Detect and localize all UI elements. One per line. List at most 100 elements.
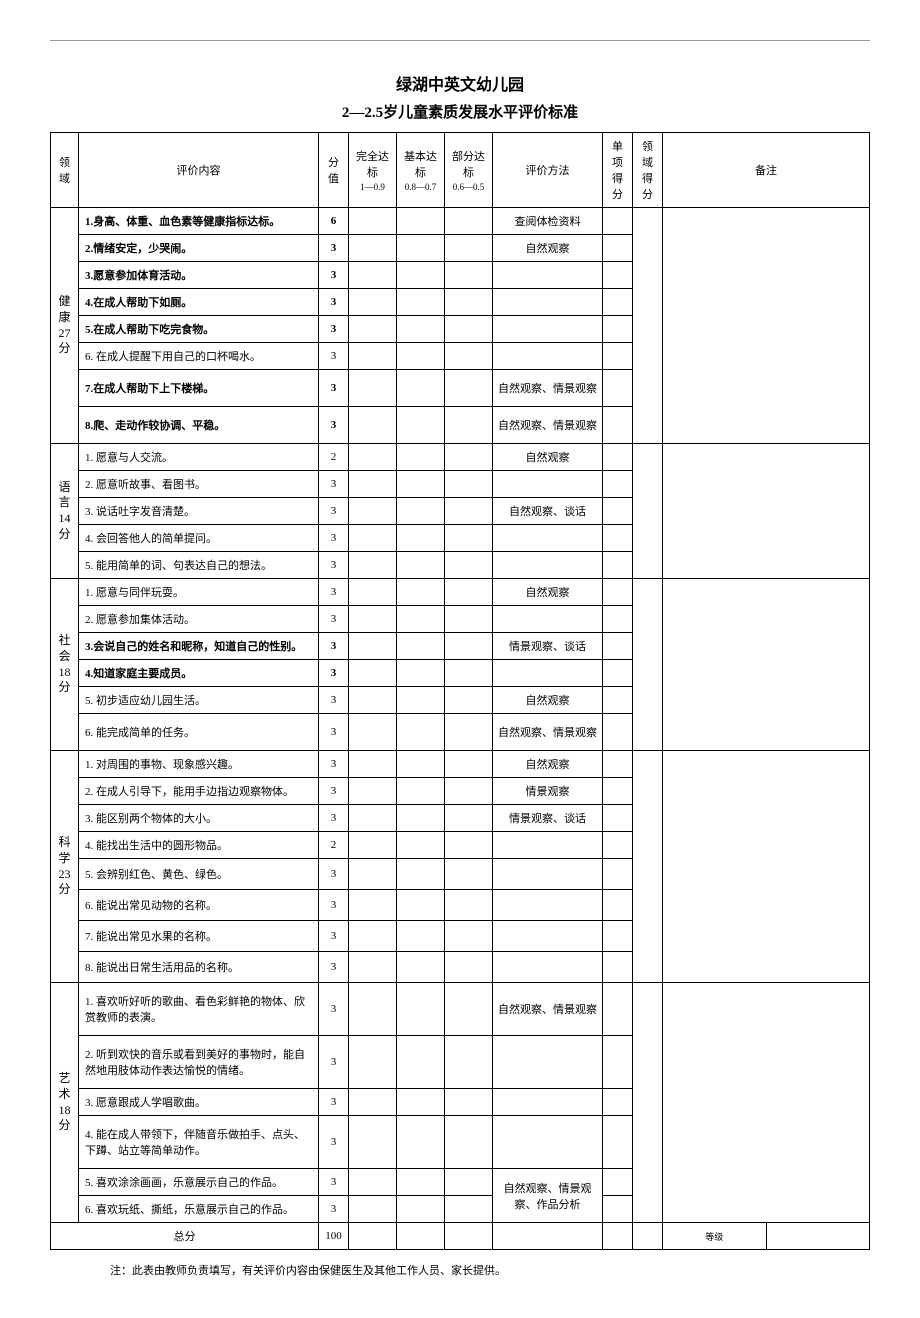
method-cell <box>493 859 603 890</box>
item-score-cell <box>603 832 633 859</box>
content-cell: 3. 能区别两个物体的大小。 <box>79 805 319 832</box>
item-score-cell <box>603 1196 633 1223</box>
score-input-cell <box>397 1169 445 1196</box>
grade-value-cell <box>766 1223 870 1250</box>
content-cell: 7.在成人帮助下上下楼梯。 <box>79 370 319 407</box>
score-input-cell <box>397 832 445 859</box>
remark-cell <box>663 208 870 444</box>
score-cell: 3 <box>319 921 349 952</box>
content-cell: 4. 会回答他人的简单提问。 <box>79 525 319 552</box>
domain-label: 健康27分 <box>51 208 79 444</box>
method-cell <box>493 316 603 343</box>
score-cell: 3 <box>319 805 349 832</box>
score-input-cell <box>349 289 397 316</box>
score-input-cell <box>445 832 493 859</box>
method-cell: 自然观察 <box>493 235 603 262</box>
remark-cell <box>663 444 870 579</box>
method-cell: 自然观察 <box>493 444 603 471</box>
score-input-cell <box>445 633 493 660</box>
score-cell: 3 <box>319 498 349 525</box>
method-cell: 自然观察、谈话 <box>493 498 603 525</box>
score-input-cell <box>397 983 445 1036</box>
score-input-cell <box>445 1116 493 1169</box>
score-input-cell <box>349 660 397 687</box>
score-input-cell <box>397 660 445 687</box>
score-input-cell <box>397 1089 445 1116</box>
remark-cell <box>663 579 870 751</box>
total-empty-cell <box>397 1223 445 1250</box>
score-cell: 3 <box>319 1036 349 1089</box>
score-input-cell <box>397 805 445 832</box>
table-row: 语言14分1. 愿意与人交流。2自然观察 <box>51 444 870 471</box>
score-input-cell <box>397 859 445 890</box>
domain-label: 科学23分 <box>51 751 79 983</box>
score-input-cell <box>445 262 493 289</box>
score-cell: 3 <box>319 235 349 262</box>
score-input-cell <box>445 579 493 606</box>
domain-score-cell <box>633 579 663 751</box>
method-cell <box>493 552 603 579</box>
score-input-cell <box>397 633 445 660</box>
content-cell: 1. 对周围的事物、现象感兴趣。 <box>79 751 319 778</box>
score-cell: 3 <box>319 316 349 343</box>
content-cell: 2. 在成人引导下，能用手边指边观察物体。 <box>79 778 319 805</box>
table-row: 艺术18分1. 喜欢听好听的歌曲、看色彩鲜艳的物体、欣赏教师的表演。3自然观察、… <box>51 983 870 1036</box>
score-cell: 3 <box>319 983 349 1036</box>
score-input-cell <box>445 235 493 262</box>
score-cell: 3 <box>319 1116 349 1169</box>
item-score-cell <box>603 235 633 262</box>
score-cell: 3 <box>319 606 349 633</box>
item-score-cell <box>603 633 633 660</box>
score-input-cell <box>349 606 397 633</box>
header-full: 完全达标1—0.9 <box>349 133 397 208</box>
remark-cell <box>663 751 870 983</box>
item-score-cell <box>603 579 633 606</box>
method-cell: 情景观察 <box>493 778 603 805</box>
score-input-cell <box>445 921 493 952</box>
score-cell: 3 <box>319 714 349 751</box>
score-input-cell <box>349 832 397 859</box>
score-input-cell <box>445 208 493 235</box>
score-input-cell <box>349 952 397 983</box>
method-cell: 自然观察、情景观察 <box>493 407 603 444</box>
score-input-cell <box>397 778 445 805</box>
content-cell: 3.会说自己的姓名和昵称，知道自己的性别。 <box>79 633 319 660</box>
header-score: 分值 <box>319 133 349 208</box>
content-cell: 4. 能在成人带领下，伴随音乐做拍手、点头、下蹲、站立等简单动作。 <box>79 1116 319 1169</box>
score-cell: 3 <box>319 751 349 778</box>
score-input-cell <box>445 778 493 805</box>
score-input-cell <box>397 444 445 471</box>
content-cell: 5.在成人帮助下吃完食物。 <box>79 316 319 343</box>
score-input-cell <box>397 952 445 983</box>
score-input-cell <box>445 525 493 552</box>
content-cell: 2. 愿意参加集体活动。 <box>79 606 319 633</box>
score-cell: 3 <box>319 1089 349 1116</box>
score-cell: 3 <box>319 660 349 687</box>
method-cell <box>493 525 603 552</box>
content-cell: 1. 愿意与人交流。 <box>79 444 319 471</box>
content-cell: 3. 愿意跟成人学唱歌曲。 <box>79 1089 319 1116</box>
score-input-cell <box>397 498 445 525</box>
score-input-cell <box>349 805 397 832</box>
item-score-cell <box>603 687 633 714</box>
score-input-cell <box>349 208 397 235</box>
score-cell: 3 <box>319 1169 349 1196</box>
score-input-cell <box>445 552 493 579</box>
domain-label: 艺术18分 <box>51 983 79 1223</box>
content-cell: 3.愿意参加体育活动。 <box>79 262 319 289</box>
score-cell: 3 <box>319 890 349 921</box>
score-input-cell <box>397 343 445 370</box>
score-input-cell <box>445 1089 493 1116</box>
score-input-cell <box>397 1116 445 1169</box>
score-cell: 3 <box>319 525 349 552</box>
domain-score-cell <box>633 751 663 983</box>
content-cell: 2. 听到欢快的音乐或看到美好的事物时，能自然地用肢体动作表达愉悦的情绪。 <box>79 1036 319 1089</box>
score-input-cell <box>445 606 493 633</box>
score-input-cell <box>349 687 397 714</box>
item-score-cell <box>603 407 633 444</box>
score-input-cell <box>349 316 397 343</box>
score-input-cell <box>397 552 445 579</box>
total-empty-cell <box>603 1223 633 1250</box>
score-cell: 3 <box>319 343 349 370</box>
score-cell: 3 <box>319 552 349 579</box>
